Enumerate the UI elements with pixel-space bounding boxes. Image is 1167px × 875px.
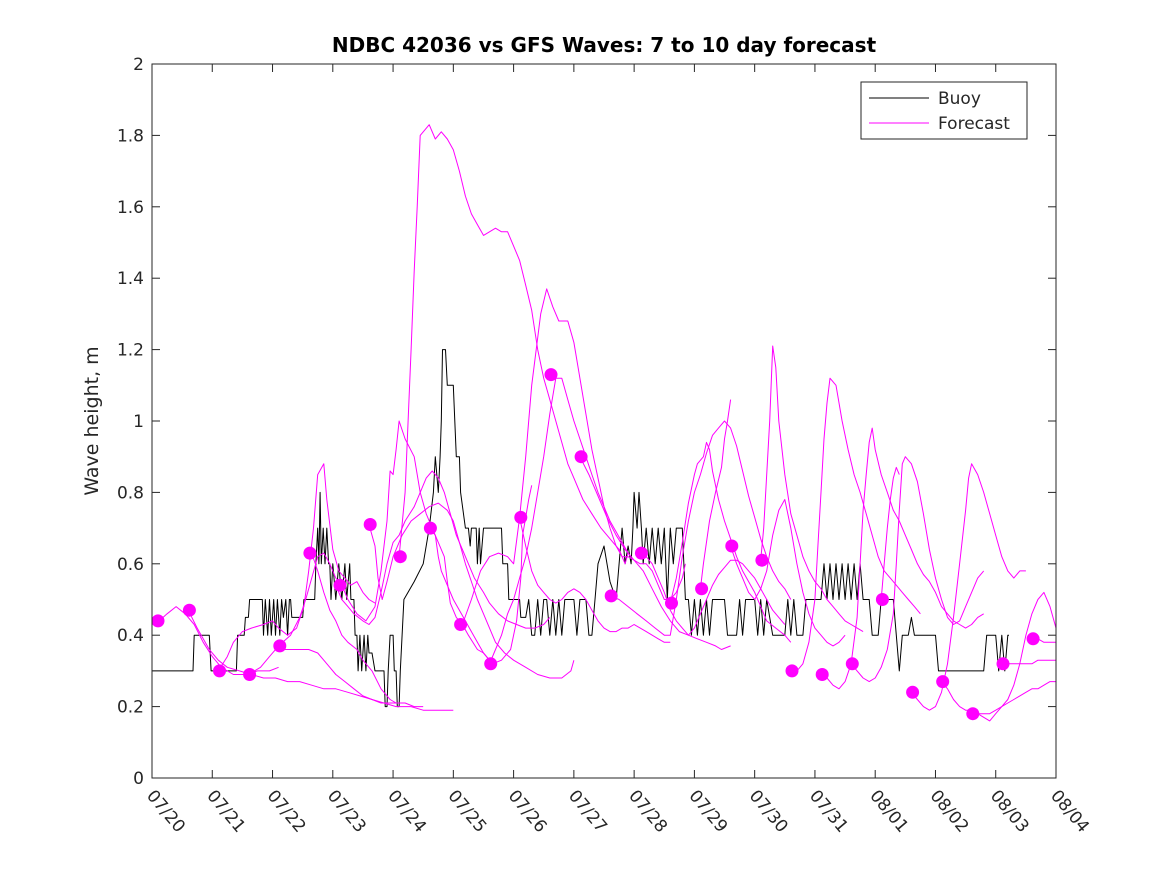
forecast-start-marker-20 bbox=[755, 553, 769, 567]
forecast-series-line-12 bbox=[489, 377, 629, 664]
y-tick-label: 0.6 bbox=[117, 555, 144, 575]
y-tick-label: 0 bbox=[133, 769, 144, 789]
forecast-start-marker-28 bbox=[996, 657, 1010, 671]
forecast-series-line-8 bbox=[368, 502, 575, 679]
forecast-series-line-9 bbox=[398, 124, 629, 565]
legend-box bbox=[860, 81, 1028, 140]
forecast-start-marker-23 bbox=[845, 657, 859, 671]
forecast-start-marker-19 bbox=[725, 539, 739, 553]
forecast-start-marker-10 bbox=[454, 618, 468, 631]
forecast-series-line-25 bbox=[911, 463, 1026, 711]
forecast-start-marker-1 bbox=[182, 603, 196, 617]
forecast-series-line-10 bbox=[428, 527, 496, 665]
forecast-start-marker-13 bbox=[544, 368, 558, 382]
marker-layer bbox=[151, 368, 1040, 721]
forecast-start-marker-16 bbox=[634, 546, 648, 560]
y-tick-label: 1.6 bbox=[117, 198, 144, 218]
chart-title: NDBC 42036 vs GFS Waves: 7 to 10 day for… bbox=[332, 33, 877, 57]
forecast-series-line-13 bbox=[519, 517, 671, 643]
forecast-series-line-20 bbox=[760, 345, 864, 633]
y-tick-label: 0.4 bbox=[117, 626, 144, 646]
y-tick-label: 0.8 bbox=[117, 483, 144, 503]
forecast-start-marker-12 bbox=[514, 510, 528, 524]
forecast-start-marker-27 bbox=[966, 707, 980, 721]
forecast-start-marker-7 bbox=[363, 518, 377, 531]
forecast-start-marker-18 bbox=[695, 582, 709, 596]
y-axis-label: Wave height, m bbox=[81, 346, 103, 495]
y-tick-label: 2 bbox=[133, 55, 144, 75]
y-tick-label: 1.4 bbox=[117, 269, 144, 289]
forecast-start-marker-5 bbox=[303, 546, 317, 560]
forecast-start-marker-15 bbox=[604, 589, 618, 603]
y-tick-label: 0.2 bbox=[117, 698, 144, 718]
forecast-start-marker-3 bbox=[243, 668, 257, 681]
forecast-start-marker-25 bbox=[906, 685, 920, 699]
forecast-series-line-15 bbox=[609, 420, 792, 636]
forecast-series-line-14 bbox=[579, 456, 731, 650]
forecast-series-line-21 bbox=[790, 377, 921, 672]
forecast-series-line-17 bbox=[669, 441, 792, 643]
forecast-start-marker-9 bbox=[423, 521, 437, 535]
series-layer bbox=[151, 124, 1057, 722]
plot-area bbox=[152, 64, 1056, 778]
forecast-series-line-23 bbox=[850, 456, 985, 683]
forecast-series-line-26 bbox=[941, 591, 1057, 722]
forecast-series-line-19 bbox=[730, 499, 846, 647]
forecast-series-line-6 bbox=[311, 552, 397, 704]
legend: Buoy Forecast bbox=[860, 81, 1028, 140]
legend-buoy-label: Buoy bbox=[938, 89, 981, 109]
forecast-series-line-18 bbox=[699, 399, 732, 589]
forecast-start-marker-24 bbox=[875, 593, 889, 606]
legend-forecast-label: Forecast bbox=[938, 114, 1010, 134]
forecast-start-marker-2 bbox=[213, 664, 226, 678]
forecast-series-line-4 bbox=[248, 420, 533, 675]
forecast-start-marker-0 bbox=[151, 614, 165, 628]
buoy-series-line bbox=[152, 349, 1009, 708]
y-tick-label: 1.8 bbox=[117, 126, 144, 146]
forecast-start-marker-11 bbox=[484, 657, 498, 671]
y-tick-label: 1.2 bbox=[117, 341, 144, 361]
forecast-start-marker-26 bbox=[936, 675, 950, 689]
forecast-series-line-27 bbox=[971, 681, 1056, 715]
forecast-series-line-1 bbox=[151, 606, 279, 675]
forecast-start-marker-22 bbox=[815, 668, 829, 681]
forecast-series-line-28 bbox=[1001, 659, 1056, 665]
y-tick-label: 1 bbox=[133, 412, 144, 432]
forecast-start-marker-6 bbox=[333, 578, 347, 592]
forecast-series-line-11 bbox=[461, 288, 686, 625]
forecast-start-marker-21 bbox=[785, 664, 799, 678]
forecast-start-marker-8 bbox=[393, 550, 407, 564]
forecast-series-line-5 bbox=[278, 649, 424, 708]
forecast-start-marker-17 bbox=[665, 596, 678, 610]
forecast-series-line-24 bbox=[880, 466, 900, 600]
forecast-start-marker-14 bbox=[574, 450, 588, 464]
forecast-start-marker-4 bbox=[273, 639, 287, 653]
forecast-start-marker-29 bbox=[1026, 632, 1040, 646]
